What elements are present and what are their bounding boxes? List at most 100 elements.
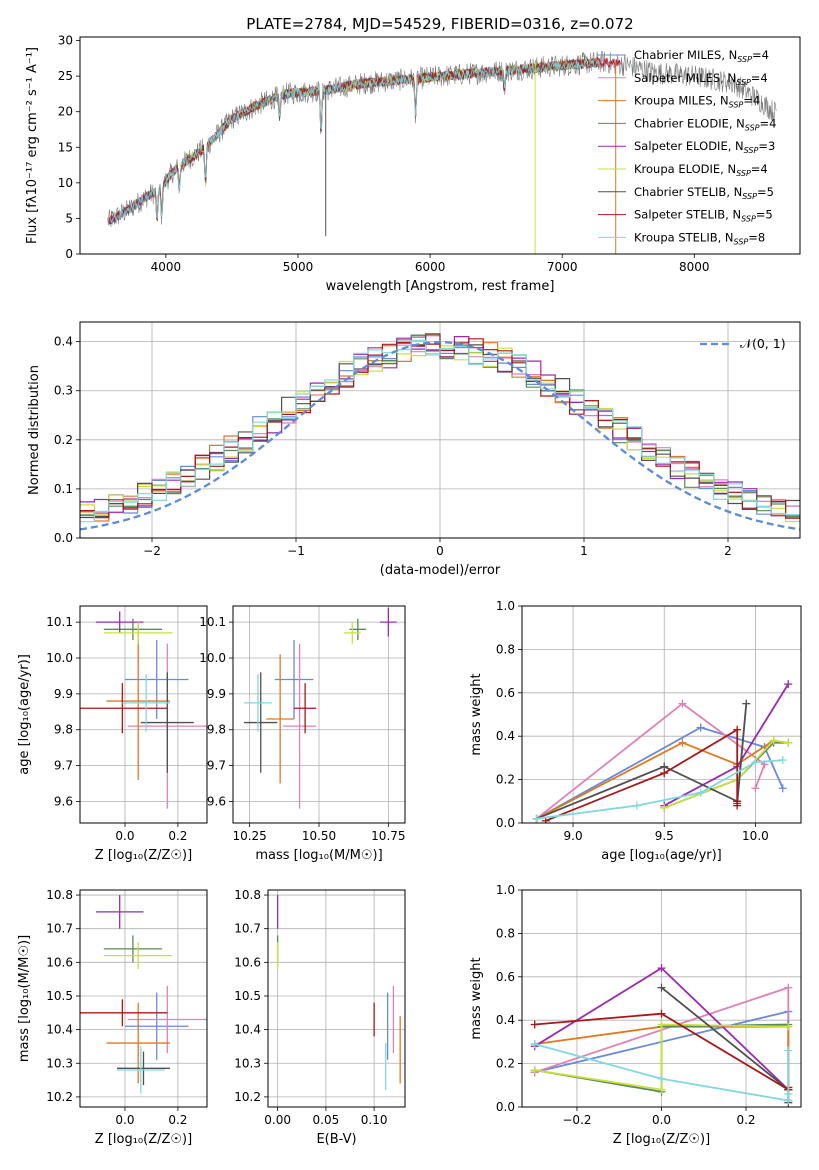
y-tick-label: 0.0 xyxy=(496,816,515,830)
x-tick-label: 1 xyxy=(580,544,588,558)
error-point xyxy=(103,622,173,644)
plot-area-age_vs_Z xyxy=(80,611,207,809)
error-point xyxy=(274,640,314,719)
y-tick-label: 0.2 xyxy=(496,773,515,787)
gaussian-legend-label: 𝒩(0, 1) xyxy=(740,336,786,351)
x-tick-label: 7000 xyxy=(547,260,578,274)
y-tick-label: 15 xyxy=(58,140,73,154)
y-tick-label: 25 xyxy=(58,69,73,83)
error-point xyxy=(127,985,207,1054)
x-tick-label: 10.75 xyxy=(371,829,405,843)
error-point xyxy=(106,622,170,780)
grid-mass_vs_Z xyxy=(80,890,207,1107)
x-tick-label: 0.10 xyxy=(361,1113,388,1127)
x-tick-label: 10.25 xyxy=(232,829,266,843)
x-axis-label: mass [log₁₀(M/M☉)] xyxy=(255,848,382,863)
weight-marker xyxy=(660,769,669,778)
y-tick-label: 0.6 xyxy=(496,686,515,700)
error-point xyxy=(122,674,170,732)
error-point xyxy=(103,942,173,970)
x-tick-label: −0.2 xyxy=(562,1113,591,1127)
weight-line xyxy=(536,726,784,820)
x-tick-label: 8000 xyxy=(679,260,710,274)
x-axis-label: Z [log₁₀(Z/Z☉)] xyxy=(95,848,192,863)
error-point xyxy=(244,674,272,732)
weight-marker xyxy=(657,1009,666,1018)
weight-marker xyxy=(733,797,742,806)
y-tick-label: 9.8 xyxy=(54,723,73,737)
legend-label: Salpeter MILES, NSSP=4 xyxy=(634,71,768,87)
axes-frame xyxy=(267,889,406,1108)
error-point xyxy=(266,654,295,784)
error-point xyxy=(124,992,189,1060)
y-tick-label: 0.4 xyxy=(496,729,515,743)
error-point xyxy=(244,672,278,773)
axes-residuals: −2 −1 0 1 2 0.0 0.1 0.2 0.3 0.4 (data-model)/error… xyxy=(27,321,801,578)
y-tick-label: 0.1 xyxy=(54,482,73,496)
y-tick-label: 10.6 xyxy=(46,955,73,969)
x-axis-label: Z [log₁₀(Z/Z☉)] xyxy=(95,1132,192,1147)
x-tick-label: −1 xyxy=(287,544,305,558)
y-axis-label: age [log₁₀(age/yr)] xyxy=(17,654,32,775)
y-tick-label: 10.4 xyxy=(46,1023,73,1037)
axes-spectrum: 4000 5000 6000 7000 8000 0 5 10 15 20 25 30 waveleng… xyxy=(25,34,801,294)
y-tick-label: 10.3 xyxy=(234,1056,261,1070)
plot-area-mass_vs_Z xyxy=(80,895,207,1094)
y-tick-label: 9.6 xyxy=(207,794,226,808)
axes-mass_vs_ebv: 0.00 0.05 0.10 10.2 10.3 10.4 10.5 10.6 10.7 10.8… xyxy=(234,888,406,1147)
x-tick-label: 5000 xyxy=(283,260,314,274)
weight-marker xyxy=(778,756,787,765)
x-tick-label: 0 xyxy=(436,544,444,558)
weight-marker xyxy=(733,725,742,734)
plot-area-residuals xyxy=(80,333,800,531)
weight-marker xyxy=(532,814,541,823)
x-tick-label: 10.0 xyxy=(742,829,769,843)
figure-title: PLATE=2784, MJD=54529, FIBERID=0316, z=0… xyxy=(246,15,633,33)
weight-marker xyxy=(742,699,751,708)
error-point xyxy=(95,611,144,633)
gaussian-curve xyxy=(80,341,800,531)
y-tick-label: 1.0 xyxy=(496,883,515,897)
y-tick-label: 20 xyxy=(58,105,73,119)
axes-frame xyxy=(79,889,208,1108)
y-tick-label: 0.3 xyxy=(54,384,73,398)
y-tick-label: 10.5 xyxy=(234,989,261,1003)
y-tick-label: 0.0 xyxy=(496,1100,515,1114)
axes-frame xyxy=(79,321,801,539)
y-tick-label: 0.8 xyxy=(496,926,515,940)
x-tick-label: 0.00 xyxy=(264,1113,291,1127)
weight-marker xyxy=(678,738,687,747)
y-tick-label: 10.0 xyxy=(199,651,226,665)
weight-marker xyxy=(657,983,666,992)
y-tick-label: 9.7 xyxy=(207,759,226,773)
weight-marker xyxy=(657,1020,666,1029)
x-axis-label: E(B-V) xyxy=(316,1132,356,1147)
y-axis-label: mass weight xyxy=(469,673,484,755)
x-tick-label: 0.05 xyxy=(313,1113,340,1127)
weight-marker xyxy=(660,803,669,812)
x-tick-label: 6000 xyxy=(415,260,446,274)
x-axis-label: age [log₁₀(age/yr)] xyxy=(601,848,722,863)
error-point xyxy=(103,935,163,963)
y-tick-label: 9.9 xyxy=(54,687,73,701)
axes-frame xyxy=(79,36,801,255)
weight-marker xyxy=(784,1022,793,1031)
y-tick-label: 0.2 xyxy=(54,433,73,447)
y-tick-label: 30 xyxy=(58,34,73,48)
y-axis-label: Normed distribution xyxy=(27,365,42,495)
weight-marker xyxy=(784,1046,793,1055)
axes-mass_vs_Z: 0.0 0.2 10.2 10.3 10.4 10.5 10.6 10.7 10.8 Z [log… xyxy=(17,888,208,1147)
y-tick-label: 10 xyxy=(58,176,73,190)
error-point xyxy=(282,643,317,809)
y-tick-label: 10.1 xyxy=(199,615,226,629)
y-tick-label: 0.8 xyxy=(496,642,515,656)
legend-label: Kroupa ELODIE, NSSP=4 xyxy=(634,162,768,178)
legend-label: Chabrier ELODIE, NSSP=4 xyxy=(634,116,776,132)
y-tick-label: 10.7 xyxy=(234,922,261,936)
plot-area-age_vs_mass xyxy=(244,607,397,809)
weight-marker xyxy=(678,699,687,708)
error-point xyxy=(95,895,144,929)
y-tick-label: 1.0 xyxy=(496,599,515,613)
y-tick-label: 10.1 xyxy=(46,615,73,629)
y-tick-label: 10.4 xyxy=(234,1023,261,1037)
